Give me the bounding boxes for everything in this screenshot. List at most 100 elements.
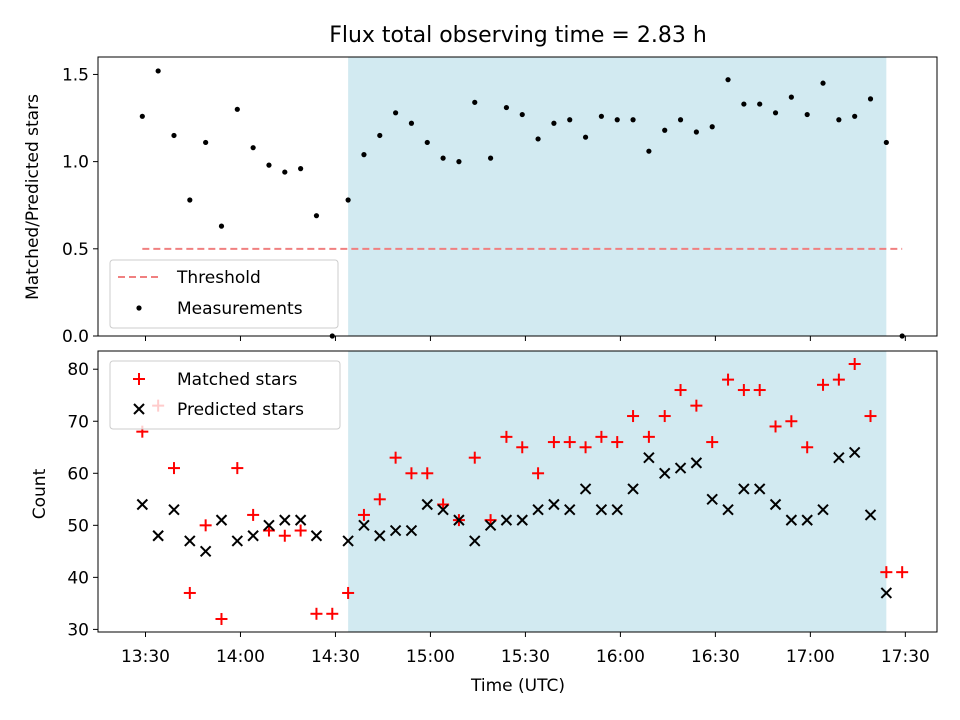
bottom-panel: 30 40 50 60 70 80 13:30 14:00 14:30 15:00 15:30 16… — [30, 350, 938, 696]
matched-star-point — [516, 441, 529, 454]
predicted-star-point — [152, 530, 164, 542]
observing-interval-shade — [348, 351, 887, 632]
y-tick-label: 60 — [67, 464, 89, 484]
top-y-axis-label: Matched/Predicted stars — [23, 94, 43, 300]
matched-star-point — [357, 508, 370, 521]
matched-star-point — [231, 462, 244, 475]
measurement-point — [757, 101, 763, 107]
predicted-star-point — [864, 509, 877, 521]
predicted-star-point — [817, 504, 829, 516]
measurement-point — [203, 139, 209, 146]
predicted-star-point — [215, 514, 228, 526]
y-tick-label: 30 — [67, 620, 89, 640]
predicted-star-point — [722, 504, 734, 516]
predicted-star-point — [643, 451, 655, 464]
matched-star-point — [848, 358, 861, 371]
top-plot-frame — [97, 56, 938, 337]
predicted-star-point — [769, 498, 782, 511]
measurement-point — [456, 159, 462, 165]
measurement-point — [139, 113, 145, 119]
predicted-star-point — [785, 514, 798, 526]
predicted-star-point — [706, 493, 718, 506]
matched-star-point — [167, 462, 180, 475]
bottom-legend: Matched stars Predicted stars — [109, 360, 341, 430]
predicted-star-point — [833, 451, 845, 464]
x-tick-label: 16:00 — [596, 647, 645, 667]
y-tick-label: 0.0 — [62, 327, 89, 347]
predicted-star-point — [753, 483, 766, 495]
measurement-point — [804, 111, 810, 118]
matched-star-point — [864, 410, 877, 423]
matched-star-point — [674, 384, 687, 397]
matched-star-point — [785, 415, 798, 428]
bottom-x-axis-label: Time (UTC) — [470, 676, 565, 696]
matched-star-point — [658, 410, 671, 423]
measurement-point — [472, 99, 478, 105]
matched-star-point — [817, 378, 830, 391]
measurement-point — [440, 155, 446, 161]
matched-star-point — [183, 586, 196, 599]
predicted-star-point — [247, 530, 259, 542]
matched-star-point — [769, 420, 782, 433]
measurement-point — [852, 113, 858, 119]
measurement-point — [630, 117, 636, 123]
predicted-star-point — [199, 545, 212, 558]
matched-star-point — [310, 607, 323, 620]
measurement-point — [741, 101, 747, 107]
measurement-point — [155, 68, 161, 74]
predicted-star-point — [880, 587, 893, 599]
matched-star-point — [215, 612, 228, 625]
matched-star-point — [579, 441, 592, 454]
measurement-point — [677, 117, 684, 123]
matched-star-point — [801, 441, 814, 454]
predicted-star-point — [184, 535, 196, 547]
measurement-point — [693, 129, 699, 135]
measurements-legend-swatch — [136, 305, 142, 311]
matched-star-point — [500, 430, 513, 443]
predicted-star-point — [310, 530, 323, 542]
y-tick-label: 1.0 — [62, 153, 89, 173]
y-tick-label: 0.5 — [62, 240, 89, 260]
top-legend-box — [109, 259, 339, 329]
bottom-plot-frame — [97, 350, 938, 633]
predicted-star-point — [500, 514, 513, 526]
measurement-point — [836, 117, 842, 123]
x-tick-label: 16:30 — [691, 647, 740, 667]
x-tick-label: 15:00 — [406, 647, 455, 667]
top-panel: 0.0 0.5 1.0 1.5 Flux total observing time =… — [23, 23, 938, 347]
x-tick-label: 14:00 — [216, 647, 265, 667]
matched-star-point — [832, 373, 845, 386]
matched-legend-swatch — [133, 373, 145, 385]
matched-star-point — [421, 467, 434, 480]
measurement-point — [646, 148, 652, 154]
y-tick-label: 80 — [67, 360, 89, 380]
measurement-point — [408, 120, 415, 126]
measurement-point — [725, 77, 731, 83]
matched-star-point — [326, 607, 339, 620]
predicted-star-point — [389, 524, 402, 537]
predicted-star-point — [627, 483, 639, 495]
predicted-star-point — [674, 462, 687, 474]
y-tick-label: 70 — [67, 412, 89, 432]
measurement-point — [883, 139, 889, 146]
measurement-point — [393, 110, 399, 116]
predicted-star-point — [437, 504, 449, 516]
predicted-star-point — [848, 446, 861, 459]
y-tick-label: 40 — [67, 568, 89, 588]
matched-star-point — [706, 436, 719, 449]
matched-star-point — [389, 451, 402, 464]
measurement-point — [234, 106, 240, 112]
matched-star-point — [753, 384, 766, 397]
x-tick-label: 15:30 — [501, 647, 550, 667]
matched-star-point — [373, 493, 386, 506]
measurement-point — [662, 127, 668, 133]
bottom-y-axis-label: Count — [30, 468, 50, 519]
predicted-star-point — [801, 514, 813, 526]
measurement-point — [867, 96, 874, 102]
predicted-star-point — [611, 504, 623, 516]
predicted-legend-swatch — [133, 403, 145, 415]
matched-star-point — [722, 373, 735, 386]
predicted-star-point — [279, 514, 291, 526]
predicted-star-point — [484, 519, 497, 532]
